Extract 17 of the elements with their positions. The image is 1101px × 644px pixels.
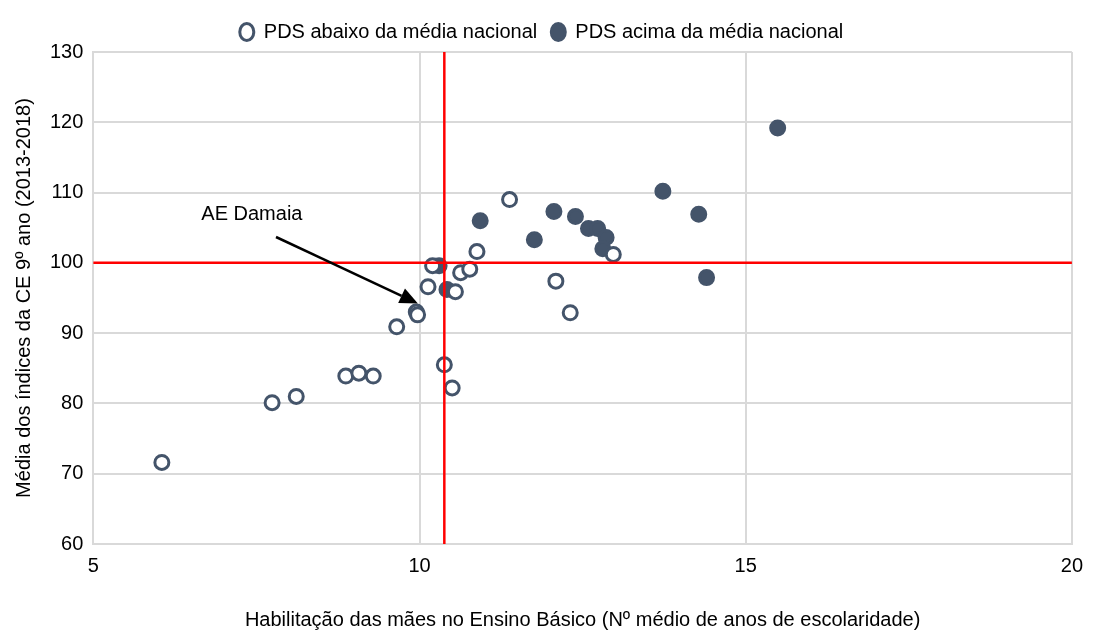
y-axis-title: Média dos índices da CE 9º ano (2013-2018) xyxy=(11,98,34,498)
y-tick-label: 90 xyxy=(61,320,84,343)
y-tick-label: 110 xyxy=(51,180,84,203)
y-tick-label: 70 xyxy=(61,461,84,484)
x-tick-label: 10 xyxy=(408,553,431,576)
y-tick-label: 100 xyxy=(49,250,84,273)
annotation: AE Damaia xyxy=(201,201,304,224)
y-tick-label: 60 xyxy=(61,531,84,554)
legend-label: PDS abaixo da média nacional xyxy=(263,19,538,42)
legend-label: PDS acima da média nacional xyxy=(575,19,844,42)
y-tick-label: 80 xyxy=(61,390,84,413)
y-tick-label: 120 xyxy=(49,109,84,132)
x-tick-label: 20 xyxy=(1060,553,1083,576)
x-tick-label: 15 xyxy=(734,553,757,576)
y-tick-label: 130 xyxy=(49,39,84,62)
x-axis-title: Habilitação das mães no Ensino Básico (Nº médio de anos de escolaridade) xyxy=(244,607,921,630)
x-tick-label: 5 xyxy=(87,553,99,576)
